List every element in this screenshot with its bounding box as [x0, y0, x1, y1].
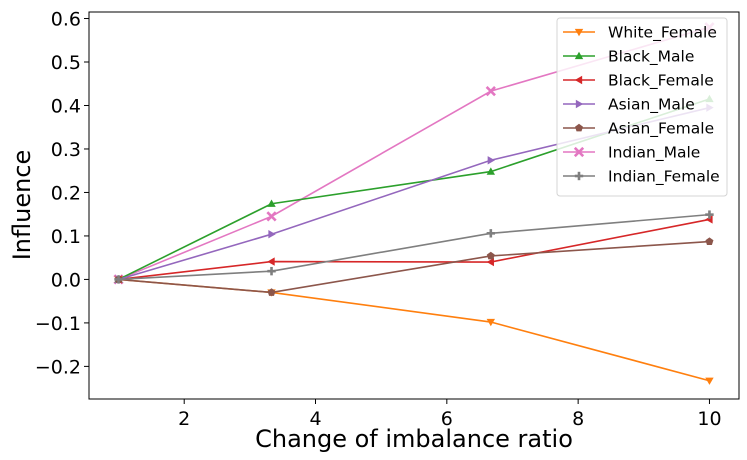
series-line — [118, 213, 710, 281]
x-tick-label: 4 — [309, 408, 321, 430]
legend-label: Black_Female — [608, 72, 714, 91]
legend-marker — [574, 28, 584, 37]
legend-marker — [575, 123, 583, 132]
legend-item-Black_Male: Black_Male — [563, 48, 694, 67]
legend-item-Indian_Male: Indian_Male — [563, 144, 700, 163]
data-point — [267, 266, 276, 276]
y-tick-label: 0.6 — [51, 9, 81, 31]
data-point — [486, 318, 496, 327]
series-Black_Female — [114, 215, 713, 284]
legend-item-Asian_Female: Asian_Female — [563, 120, 714, 139]
data-point — [267, 288, 276, 296]
legend-item-Black_Female: Black_Female — [563, 72, 714, 91]
legend-marker — [574, 51, 584, 60]
data-point — [486, 257, 494, 267]
y-tick-label: 0.3 — [51, 139, 81, 161]
x-tick-label: 10 — [697, 408, 721, 430]
x-tick-label: 2 — [178, 408, 190, 430]
data-point — [705, 210, 714, 219]
series-line — [118, 218, 710, 281]
legend-marker — [574, 171, 584, 181]
legend-marker — [574, 75, 583, 85]
legend-label: Indian_Male — [608, 144, 700, 163]
legend-box — [556, 17, 728, 197]
data-point — [705, 377, 714, 385]
y-tick-label: 0.5 — [51, 52, 81, 74]
legend: White_Female Black_Male Black_Female Asian_… — [556, 17, 728, 197]
data-point — [114, 275, 123, 284]
legend-marker — [575, 99, 584, 109]
series-line — [118, 240, 710, 294]
series-Indian_Female — [114, 210, 714, 284]
legend-label: Indian_Female — [608, 168, 720, 187]
series-White_Female — [114, 276, 714, 385]
y-tick-label: 0.0 — [51, 269, 81, 291]
legend-label: Asian_Male — [608, 96, 695, 115]
y-axis-label: Influence — [8, 150, 36, 261]
x-tick-label: 6 — [441, 408, 453, 430]
data-point — [266, 211, 277, 222]
y-tick-label: −0.2 — [35, 356, 81, 378]
series-line — [118, 278, 710, 382]
y-tick-label: 0.1 — [51, 226, 81, 248]
data-point — [267, 257, 275, 266]
y-tick-label: 0.2 — [51, 182, 81, 204]
data-point — [487, 156, 496, 165]
legend-item-White_Female: White_Female — [563, 24, 717, 43]
y-tick-label: −0.1 — [35, 313, 81, 335]
legend-label: Black_Male — [608, 48, 694, 67]
plot-frame — [88, 11, 740, 400]
data-point — [705, 215, 713, 224]
legend-item-Asian_Male: Asian_Male — [563, 96, 695, 115]
data-point — [268, 229, 276, 239]
legend-label: White_Female — [608, 24, 717, 43]
legend-label: Asian_Female — [608, 120, 714, 139]
data-point — [705, 237, 714, 245]
data-point — [486, 229, 496, 238]
data-point — [485, 86, 496, 97]
data-point — [486, 251, 495, 260]
y-tick-label: 0.4 — [51, 95, 81, 117]
data-point — [267, 199, 276, 207]
x-axis-label: Change of imbalance ratio — [255, 425, 573, 453]
legend-item-Indian_Female: Indian_Female — [563, 168, 720, 187]
legend-marker — [573, 146, 585, 158]
data-point — [486, 167, 496, 175]
x-tick-label: 8 — [572, 408, 584, 430]
